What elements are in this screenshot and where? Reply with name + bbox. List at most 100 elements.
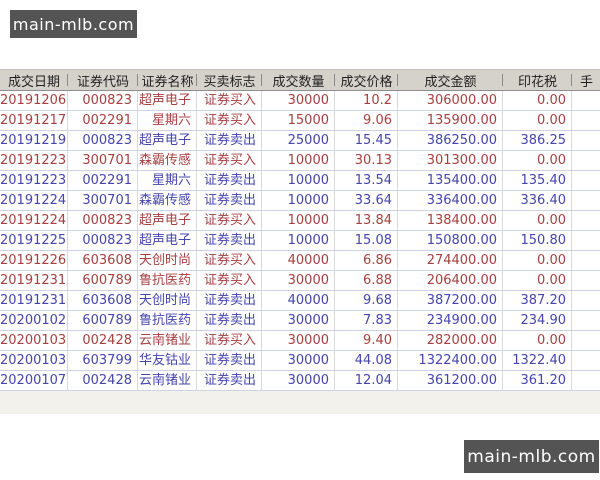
table-empty-area xyxy=(0,391,600,414)
table-row[interactable]: 20191231 603608 天创时尚 证券卖出 40000 9.68 387200.00… xyxy=(0,291,600,311)
table-header-row: 成交日期 证券代码 证券名称 买卖标志 成交数量 成交价格 成交金额 印花税手 xyxy=(0,69,600,91)
column-header-qty[interactable]: 成交数量 xyxy=(262,70,335,90)
cell-date: 20191226 xyxy=(0,251,68,270)
column-header-date[interactable]: 成交日期 xyxy=(0,70,68,90)
table-row[interactable]: 20191224 300701 森霸传感 证券卖出 10000 33.64 336400.0… xyxy=(0,191,600,211)
cell-date: 20200107 xyxy=(0,371,68,390)
table-row[interactable]: 20191231 600789 鲁抗医药 证券买入 30000 6.88 206400.00… xyxy=(0,271,600,291)
cell-fee xyxy=(572,331,600,350)
cell-price: 33.64 xyxy=(335,191,398,210)
cell-stamp: 0.00 xyxy=(503,271,572,290)
cell-name: 云南锗业 xyxy=(138,331,197,350)
cell-code: 002428 xyxy=(68,331,138,350)
cell-date: 20191224 xyxy=(0,211,68,230)
cell-flag: 证券卖出 xyxy=(197,131,262,150)
header-separator xyxy=(261,74,262,86)
cell-stamp: 336.40 xyxy=(503,191,572,210)
table-row[interactable]: 20191206 000823 超声电子 证券买入 30000 10.2 306000.00… xyxy=(0,91,600,111)
cell-date: 20191219 xyxy=(0,131,68,150)
column-header-stamp[interactable]: 印花税 xyxy=(503,70,572,90)
table-row[interactable]: 20200102 600789 鲁抗医药 证券卖出 30000 7.83 234900.00… xyxy=(0,311,600,331)
cell-date: 20191206 xyxy=(0,91,68,110)
cell-flag: 证券卖出 xyxy=(197,371,262,390)
cell-fee xyxy=(572,371,600,390)
cell-qty: 10000 xyxy=(262,151,335,170)
cell-flag: 证券卖出 xyxy=(197,311,262,330)
cell-fee xyxy=(572,291,600,310)
table-row[interactable]: 20191225 000823 超声电子 证券卖出 10000 15.08 150800.0… xyxy=(0,231,600,251)
cell-amount: 387200.00 xyxy=(398,291,503,310)
cell-fee xyxy=(572,231,600,250)
cell-flag: 证券买入 xyxy=(197,331,262,350)
cell-date: 20191223 xyxy=(0,151,68,170)
cell-price: 44.08 xyxy=(335,351,398,370)
cell-flag: 证券买入 xyxy=(197,111,262,130)
cell-qty: 40000 xyxy=(262,291,335,310)
table-row[interactable]: 20191226 603608 天创时尚 证券买入 40000 6.86 274400.00… xyxy=(0,251,600,271)
cell-code: 300701 xyxy=(68,151,138,170)
cell-qty: 25000 xyxy=(262,131,335,150)
table-row[interactable]: 20200103 603799 华友钴业 证券卖出 30000 44.08 1322400.… xyxy=(0,351,600,371)
column-header-name[interactable]: 证券名称 xyxy=(138,70,197,90)
column-header-code[interactable]: 证券代码 xyxy=(68,70,138,90)
table-row[interactable]: 20191217 002291 星期六 证券买入 15000 9.06 135900.00 0… xyxy=(0,111,600,131)
table-row[interactable]: 20200107 002428 云南锗业 证券卖出 30000 12.04 361200.0… xyxy=(0,371,600,391)
table-row[interactable]: 20200103 002428 云南锗业 证券买入 30000 9.40 282000.00… xyxy=(0,331,600,351)
header-separator xyxy=(571,74,572,86)
cell-stamp: 0.00 xyxy=(503,211,572,230)
cell-flag: 证券买入 xyxy=(197,251,262,270)
header-separator xyxy=(397,74,398,86)
cell-fee xyxy=(572,211,600,230)
cell-fee xyxy=(572,271,600,290)
cell-stamp: 0.00 xyxy=(503,91,572,110)
column-header-flag[interactable]: 买卖标志 xyxy=(197,70,262,90)
cell-code: 600789 xyxy=(68,311,138,330)
cell-price: 9.06 xyxy=(335,111,398,130)
cell-amount: 386250.00 xyxy=(398,131,503,150)
cell-date: 20200103 xyxy=(0,351,68,370)
cell-code: 600789 xyxy=(68,271,138,290)
cell-price: 6.86 xyxy=(335,251,398,270)
cell-code: 000823 xyxy=(68,231,138,250)
cell-price: 12.04 xyxy=(335,371,398,390)
column-header-fee[interactable]: 手 xyxy=(580,74,594,90)
cell-amount: 361200.00 xyxy=(398,371,503,390)
cell-stamp: 361.20 xyxy=(503,371,572,390)
cell-date: 20191225 xyxy=(0,231,68,250)
cell-price: 13.54 xyxy=(335,171,398,190)
table-row[interactable]: 20191223 002291 星期六 证券卖出 10000 13.54 135400.00… xyxy=(0,171,600,191)
cell-name: 鲁抗医药 xyxy=(138,271,197,290)
cell-amount: 274400.00 xyxy=(398,251,503,270)
cell-code: 300701 xyxy=(68,191,138,210)
header-separator xyxy=(67,74,68,86)
cell-fee xyxy=(572,311,600,330)
table-row[interactable]: 20191219 000823 超声电子 证券卖出 25000 15.45 386250.0… xyxy=(0,131,600,151)
cell-code: 603608 xyxy=(68,291,138,310)
cell-amount: 336400.00 xyxy=(398,191,503,210)
cell-name: 超声电子 xyxy=(138,211,197,230)
cell-amount: 301300.00 xyxy=(398,151,503,170)
cell-flag: 证券卖出 xyxy=(197,291,262,310)
cell-code: 002291 xyxy=(68,171,138,190)
cell-date: 20191217 xyxy=(0,111,68,130)
cell-date: 20191231 xyxy=(0,271,68,290)
table-row[interactable]: 20191224 000823 超声电子 证券买入 10000 13.84 138400.0… xyxy=(0,211,600,231)
table-row[interactable]: 20191223 300701 森霸传感 证券买入 10000 30.13 301300.0… xyxy=(0,151,600,171)
header-separator xyxy=(502,74,503,86)
column-header-amount[interactable]: 成交金额 xyxy=(398,70,503,90)
column-header-price[interactable]: 成交价格 xyxy=(335,70,398,90)
cell-qty: 15000 xyxy=(262,111,335,130)
cell-price: 6.88 xyxy=(335,271,398,290)
cell-amount: 150800.00 xyxy=(398,231,503,250)
cell-amount: 206400.00 xyxy=(398,271,503,290)
cell-price: 15.45 xyxy=(335,131,398,150)
cell-qty: 30000 xyxy=(262,351,335,370)
cell-date: 20191223 xyxy=(0,171,68,190)
table-body: 20191206 000823 超声电子 证券买入 30000 10.2 306000.00… xyxy=(0,91,600,391)
cell-qty: 30000 xyxy=(262,371,335,390)
cell-price: 30.13 xyxy=(335,151,398,170)
cell-fee xyxy=(572,151,600,170)
cell-price: 7.83 xyxy=(335,311,398,330)
cell-qty: 30000 xyxy=(262,331,335,350)
cell-code: 002291 xyxy=(68,111,138,130)
